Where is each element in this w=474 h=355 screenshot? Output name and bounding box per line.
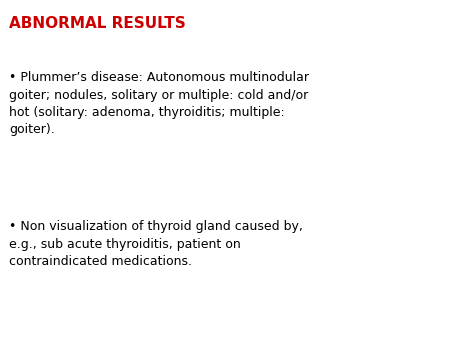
Text: • Non visualization of thyroid gland caused by,
e.g., sub acute thyroiditis, pat: • Non visualization of thyroid gland cau… <box>9 220 303 268</box>
Text: ABNORMAL RESULTS: ABNORMAL RESULTS <box>9 16 186 31</box>
Text: • Plummer’s disease: Autonomous multinodular
goiter; nodules, solitary or multip: • Plummer’s disease: Autonomous multinod… <box>9 71 310 137</box>
